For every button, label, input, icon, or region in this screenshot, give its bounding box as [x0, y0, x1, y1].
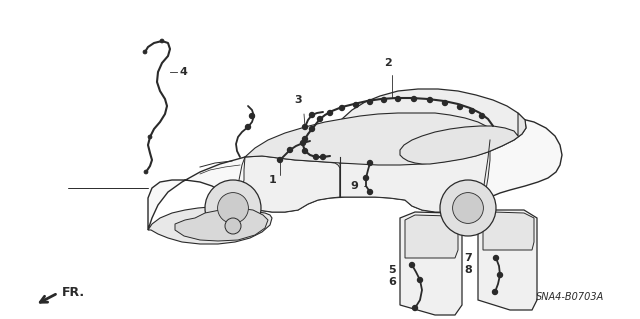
Circle shape [353, 102, 358, 108]
Circle shape [303, 137, 307, 142]
Polygon shape [400, 212, 462, 315]
Circle shape [470, 108, 474, 114]
Text: 5: 5 [388, 265, 396, 275]
Circle shape [314, 154, 319, 160]
Circle shape [479, 114, 484, 118]
Text: 8: 8 [464, 265, 472, 275]
Circle shape [250, 114, 255, 118]
Polygon shape [400, 113, 526, 164]
Text: SNA4-B0703A: SNA4-B0703A [536, 292, 604, 302]
Circle shape [367, 189, 372, 195]
Circle shape [287, 147, 292, 152]
Circle shape [413, 306, 417, 310]
Circle shape [317, 116, 323, 122]
Polygon shape [148, 116, 562, 230]
Circle shape [310, 113, 314, 117]
Circle shape [367, 160, 372, 166]
Circle shape [452, 193, 483, 223]
Circle shape [410, 263, 415, 268]
Circle shape [160, 39, 164, 43]
Text: 1: 1 [268, 175, 276, 185]
Polygon shape [148, 207, 272, 244]
Circle shape [328, 110, 333, 115]
Circle shape [205, 180, 261, 236]
Text: 4: 4 [179, 67, 187, 77]
Circle shape [364, 175, 369, 181]
Circle shape [497, 272, 502, 278]
Circle shape [442, 100, 447, 106]
Circle shape [428, 98, 433, 102]
Circle shape [144, 170, 148, 174]
Text: 2: 2 [384, 58, 392, 68]
Text: 7: 7 [464, 253, 472, 263]
Circle shape [440, 180, 496, 236]
Circle shape [225, 218, 241, 234]
Text: 3: 3 [294, 95, 302, 105]
Circle shape [321, 154, 326, 160]
Circle shape [278, 158, 282, 162]
Text: FR.: FR. [62, 286, 85, 300]
Circle shape [493, 290, 497, 294]
Circle shape [339, 106, 344, 110]
Polygon shape [238, 156, 340, 212]
Polygon shape [245, 113, 498, 165]
Circle shape [301, 140, 305, 145]
Circle shape [412, 97, 417, 101]
Circle shape [458, 105, 463, 109]
Text: 9: 9 [350, 181, 358, 191]
Circle shape [381, 98, 387, 102]
Circle shape [303, 149, 307, 153]
Circle shape [218, 193, 248, 223]
Circle shape [417, 278, 422, 283]
Polygon shape [483, 212, 534, 250]
Polygon shape [405, 215, 458, 258]
Text: 6: 6 [388, 277, 396, 287]
Circle shape [310, 127, 314, 131]
Circle shape [303, 124, 307, 130]
Circle shape [246, 124, 250, 130]
Polygon shape [175, 208, 268, 241]
Circle shape [396, 97, 401, 101]
Circle shape [493, 256, 499, 261]
Circle shape [148, 135, 152, 139]
Polygon shape [318, 89, 526, 165]
Polygon shape [340, 126, 490, 212]
Polygon shape [478, 210, 537, 310]
Circle shape [367, 100, 372, 105]
Circle shape [143, 50, 147, 54]
